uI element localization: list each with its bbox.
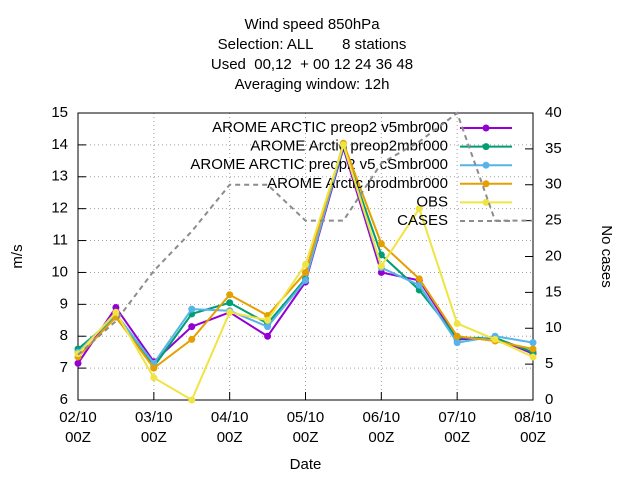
data-point — [150, 364, 158, 372]
data-point — [264, 316, 272, 324]
y-tick-label: 11 — [52, 232, 68, 249]
y-tick-label: 13 — [51, 168, 68, 185]
data-point — [226, 299, 234, 307]
legend-marker — [482, 198, 490, 206]
legend-marker — [482, 180, 490, 188]
data-point — [453, 319, 461, 327]
legend-label: CASES — [397, 212, 448, 229]
legend-label: AROME ARCTIC preop2 v5 cSmbr000 — [190, 156, 448, 173]
y-axis-label: m/s — [9, 244, 26, 268]
data-point — [377, 268, 385, 276]
x-tick-label: 05/10 00Z — [286, 409, 325, 446]
data-point — [264, 323, 272, 331]
legend-label: AROME Arctic preop2mbr000 — [250, 138, 448, 155]
data-point — [302, 268, 309, 276]
y2-tick-label: 5 — [545, 355, 553, 372]
legend-marker — [482, 161, 490, 169]
x-tick-label: 08/10 00Z — [514, 409, 552, 446]
legend-marker — [482, 124, 490, 132]
data-point — [453, 339, 461, 347]
data-point — [453, 332, 461, 340]
y-tick-label: 14 — [51, 136, 68, 153]
x-tick-label: 03/10 00Z — [135, 409, 173, 446]
data-point — [377, 240, 385, 248]
data-point — [150, 374, 158, 382]
data-point — [226, 308, 234, 316]
legend-label: AROME Arctic prodmbr000 — [267, 175, 448, 192]
data-point — [529, 345, 537, 353]
x-tick-label: 02/10 00Z — [59, 409, 97, 446]
y-tick-label: 7 — [60, 359, 68, 376]
data-point — [491, 335, 499, 343]
legend-label: OBS — [416, 193, 448, 210]
data-point — [188, 396, 196, 404]
legend-label: AROME ARCTIC preop2 v5mbr000 — [212, 119, 448, 136]
data-point — [112, 304, 120, 312]
x-tick-label: 04/10 00Z — [210, 409, 249, 446]
y-tick-label: 12 — [51, 200, 68, 217]
data-point — [415, 275, 423, 283]
chart-title: Wind speed 850hPa Selection: ALL 8 stati… — [210, 16, 414, 93]
data-point — [339, 141, 347, 149]
data-point — [377, 251, 385, 259]
y-tick-label: 6 — [60, 391, 68, 408]
y-tick-label: 10 — [51, 263, 68, 280]
y2-axis-label: No cases — [598, 225, 615, 288]
y2-tick-label: 35 — [545, 140, 562, 157]
data-point — [188, 305, 196, 313]
y2-tick-label: 15 — [545, 283, 562, 300]
data-point — [226, 291, 234, 299]
y-tick-label: 9 — [60, 295, 68, 312]
y-tick-label: 8 — [60, 327, 68, 344]
x-axis-label: Date — [290, 456, 322, 473]
plot-frame — [77, 112, 534, 401]
y2-tick-label: 20 — [545, 247, 562, 264]
data-point — [74, 359, 82, 367]
y2-tick-label: 10 — [545, 319, 562, 336]
legend-marker — [482, 143, 490, 151]
x-tick-label: 07/10 00Z — [438, 409, 476, 446]
data-point — [188, 323, 196, 331]
data-point — [302, 276, 309, 284]
data-point — [377, 262, 385, 270]
y-tick-label: 15 — [51, 104, 68, 121]
data-point — [415, 281, 423, 289]
y2-tick-label: 0 — [545, 391, 553, 408]
data-point — [264, 332, 272, 340]
data-point — [529, 353, 537, 361]
data-point — [112, 308, 120, 316]
y2-tick-label: 30 — [545, 176, 562, 193]
data-point — [302, 260, 309, 268]
y2-tick-label: 25 — [545, 212, 562, 229]
series-line — [77, 111, 533, 356]
data-point — [529, 339, 537, 347]
x-tick-label: 06/10 00Z — [362, 409, 401, 446]
data-point — [415, 205, 423, 213]
data-point — [188, 335, 196, 343]
y2-tick-label: 40 — [545, 104, 562, 121]
